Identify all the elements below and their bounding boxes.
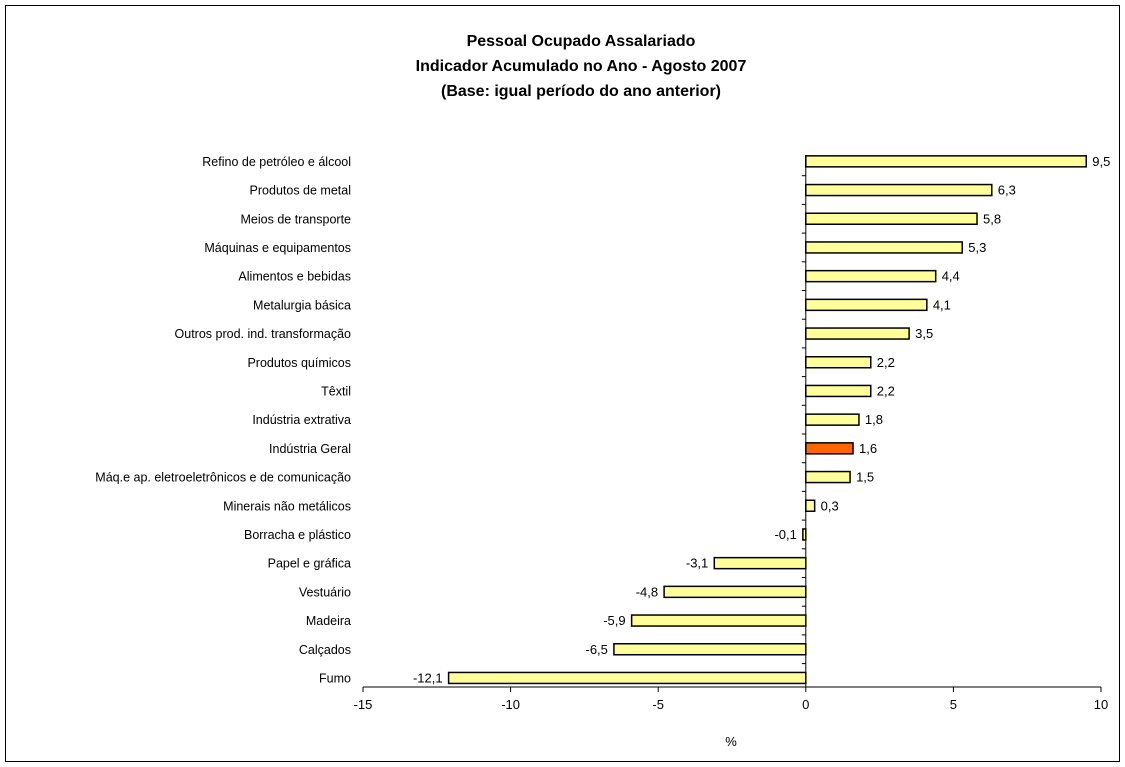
bar [805, 155, 1087, 168]
data-label: 6,3 [998, 183, 1016, 198]
category-label: Refino de petróleo e álcool [202, 155, 351, 169]
bar [805, 327, 910, 340]
category-label: Calçados [299, 643, 351, 657]
data-label: 2,2 [877, 355, 895, 370]
data-label: -0,1 [774, 527, 796, 542]
bar [613, 643, 807, 656]
data-label: -12,1 [413, 670, 443, 685]
category-label: Minerais não metálicos [223, 499, 351, 513]
x-tick-label: -5 [652, 697, 664, 712]
x-tick-label: 10 [1094, 697, 1108, 712]
bar [805, 298, 928, 312]
category-label: Indústria extrativa [252, 413, 351, 427]
data-label: 5,3 [968, 240, 986, 255]
x-tick-label: 5 [950, 697, 957, 712]
category-label: Produtos químicos [247, 356, 351, 370]
x-tick-label: -10 [501, 697, 520, 712]
bar [805, 183, 993, 197]
data-label: -5,9 [603, 613, 625, 628]
data-label: 5,8 [983, 211, 1001, 226]
data-label: 1,5 [856, 470, 874, 485]
bar [805, 241, 964, 254]
data-label: 1,8 [865, 412, 883, 427]
data-label: 2,2 [877, 383, 895, 398]
category-label: Alimentos e bebidas [238, 270, 351, 284]
chart-title-line-3: (Base: igual período do ano anterior) [441, 83, 721, 100]
category-label: Borracha e plástico [244, 528, 351, 542]
bar [805, 212, 978, 225]
data-label: -4,8 [636, 584, 658, 599]
x-tick-label: 0 [802, 697, 809, 712]
bar [805, 269, 937, 283]
category-label: Têxtil [321, 384, 351, 398]
bar [805, 442, 854, 455]
data-label: 3,5 [915, 326, 933, 341]
category-label: Papel e gráfica [268, 557, 351, 571]
data-label: 0,3 [821, 498, 839, 513]
category-label: Meios de transporte [241, 212, 352, 226]
category-label: Produtos de metal [250, 184, 351, 198]
bar [663, 585, 807, 599]
x-axis-title: % [725, 734, 737, 749]
data-label: -6,5 [586, 642, 608, 657]
category-label: Outros prod. ind. transformação [175, 327, 352, 341]
bar [805, 356, 872, 369]
category-label: Metalurgia básica [253, 298, 351, 312]
category-label: Madeira [306, 614, 351, 628]
bar [447, 671, 807, 685]
category-label: Máq.e ap. eletroeletrônicos e de comunic… [95, 471, 351, 485]
data-label: 4,1 [933, 297, 951, 312]
bar-chart: Pessoal Ocupado Assalariado Indicador Ac… [95, 33, 1110, 749]
category-label: Máquinas e equipamentos [204, 241, 351, 255]
category-label: Fumo [319, 671, 351, 685]
chart-title-line-1: Pessoal Ocupado Assalariado [467, 33, 696, 50]
data-label: 9,5 [1092, 154, 1110, 169]
bar [713, 556, 807, 570]
x-tick-label: -15 [354, 697, 373, 712]
chart-frame: Pessoal Ocupado Assalariado Indicador Ac… [5, 5, 1120, 762]
bar [630, 614, 807, 627]
category-label: Indústria Geral [269, 442, 351, 456]
bar [805, 499, 816, 512]
chart-title: Pessoal Ocupado Assalariado Indicador Ac… [416, 33, 747, 100]
x-axis: -15 -10 -5 0 5 10 [354, 155, 1108, 712]
chart-title-line-2: Indicador Acumulado no Ano - Agosto 2007 [416, 58, 747, 75]
category-label: Vestuário [299, 585, 351, 599]
data-label: 4,4 [942, 269, 960, 284]
bars: Refino de petróleo e álcool 9,5 Produtos d… [95, 154, 1110, 686]
bar [805, 413, 860, 426]
bar [805, 384, 872, 398]
data-label: -3,1 [686, 556, 708, 571]
bar [805, 470, 851, 484]
data-label: 1,6 [859, 441, 877, 456]
